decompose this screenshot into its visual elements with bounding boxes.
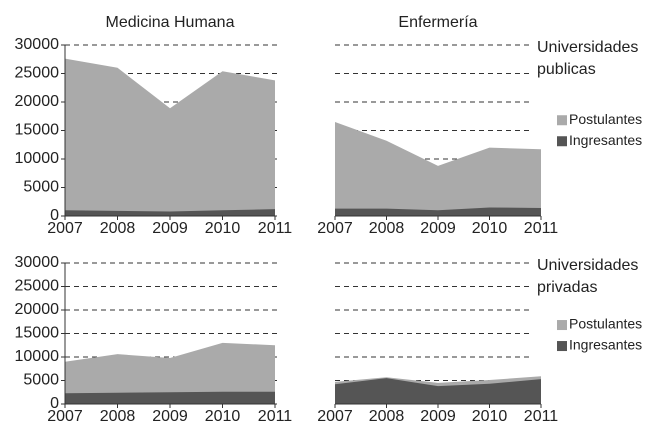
y-tick-label: 30000: [15, 36, 60, 53]
panel-title: Enfermería: [398, 14, 477, 31]
legend-label: Ingresantes: [569, 337, 642, 353]
x-tick-label: 2007: [47, 220, 83, 237]
y-tick-label: 25000: [15, 65, 60, 82]
x-tick-label: 2007: [317, 408, 353, 425]
legend-label: Postulantes: [569, 111, 642, 127]
panel-title: Medicina Humana: [106, 14, 235, 31]
x-tick-label: 2011: [258, 408, 293, 425]
y-tick-label: 10000: [15, 150, 60, 167]
x-tick-label: 2007: [317, 220, 353, 237]
annotation: privadas: [537, 279, 597, 296]
area: [335, 207, 541, 216]
legend-swatch: [557, 136, 567, 147]
x-tick-label: 2009: [420, 220, 456, 237]
area: [65, 209, 275, 216]
annotation: publicas: [537, 61, 596, 78]
x-tick-label: 2011: [524, 408, 559, 425]
area: [65, 342, 275, 404]
x-tick-label: 2011: [258, 220, 293, 237]
y-tick-label: 0: [50, 395, 59, 412]
y-tick-label: 15000: [15, 325, 60, 342]
x-tick-label: 2011: [524, 220, 559, 237]
y-tick-label: 15000: [15, 122, 60, 139]
annotation: Universidades: [537, 39, 638, 56]
y-tick-label: 25000: [15, 278, 60, 295]
y-tick-label: 5000: [23, 372, 59, 389]
x-tick-label: 2010: [472, 408, 508, 425]
x-tick-label: 2008: [369, 408, 405, 425]
area: [65, 391, 275, 404]
x-tick-label: 2008: [369, 220, 405, 237]
y-tick-label: 30000: [15, 254, 60, 271]
x-tick-label: 2010: [472, 220, 508, 237]
legend-swatch: [557, 115, 567, 126]
legend-label: Ingresantes: [569, 132, 642, 148]
y-tick-label: 10000: [15, 348, 60, 365]
x-tick-label: 2009: [152, 408, 188, 425]
y-tick-label: 20000: [15, 93, 60, 110]
area: [335, 121, 541, 216]
y-tick-label: 20000: [15, 301, 60, 318]
legend-swatch: [557, 341, 567, 352]
legend-label: Postulantes: [569, 316, 642, 332]
annotation: Universidades: [537, 257, 638, 274]
x-tick-label: 2010: [205, 220, 241, 237]
y-tick-label: 5000: [23, 179, 59, 196]
legend-swatch: [557, 320, 567, 331]
y-tick-label: 0: [50, 207, 59, 224]
area: [335, 378, 541, 404]
x-tick-label: 2009: [420, 408, 456, 425]
area: [65, 58, 275, 217]
x-tick-label: 2008: [100, 408, 136, 425]
x-tick-label: 2009: [152, 220, 188, 237]
x-tick-label: 2010: [205, 408, 241, 425]
x-tick-label: 2008: [100, 220, 136, 237]
x-tick-label: 2007: [47, 408, 83, 425]
